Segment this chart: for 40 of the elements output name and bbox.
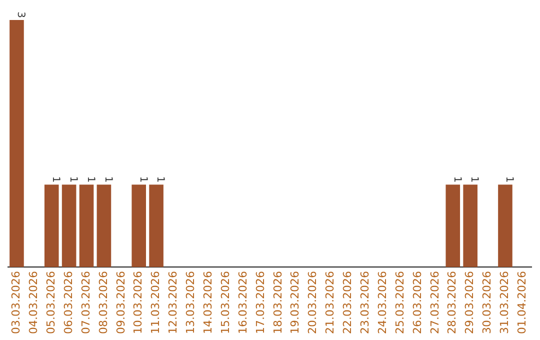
x-tick-label: 23.03.2026 — [358, 271, 372, 334]
x-tick-label: 06.03.2026 — [62, 271, 75, 334]
data-label: 1 — [67, 176, 78, 183]
x-tick-label: 12.03.2026 — [166, 271, 180, 334]
x-tick-label: 17.03.2026 — [254, 271, 267, 334]
x-tick-label: 25.03.2026 — [393, 271, 406, 334]
x-tick-label: 07.03.2026 — [79, 271, 92, 334]
x-tick-label: 16.03.2026 — [236, 271, 250, 334]
x-tick-label: 22.03.2026 — [341, 271, 354, 334]
x-tick-label: 31.03.2026 — [498, 271, 512, 334]
x-tick-label: 04.03.2026 — [27, 271, 40, 334]
x-tick-label: 08.03.2026 — [96, 271, 110, 334]
data-label: 1 — [84, 176, 96, 183]
x-tick-label: 15.03.2026 — [218, 271, 232, 334]
x-tick-label: 01.04.2026 — [516, 271, 529, 334]
x-tick-label: 21.03.2026 — [324, 271, 337, 334]
x-tick-label: 11.03.2026 — [149, 271, 162, 334]
x-tick-label: 29.03.2026 — [463, 271, 476, 334]
x-tick-label: 27.03.2026 — [428, 271, 442, 334]
data-label: 1 — [102, 176, 114, 183]
data-label: 1 — [451, 176, 462, 183]
x-tick-label: 05.03.2026 — [44, 271, 58, 334]
x-tick-label: 19.03.2026 — [288, 271, 302, 334]
data-label: 1 — [137, 176, 148, 183]
x-tick-label: 10.03.2026 — [132, 271, 145, 334]
x-tick-label: 14.03.2026 — [201, 271, 214, 334]
data-label: 1 — [50, 176, 62, 183]
data-label: 1 — [154, 176, 166, 183]
x-tick-label: 28.03.2026 — [446, 271, 459, 334]
x-tick-label: 30.03.2026 — [480, 271, 494, 334]
x-tick-label: 13.03.2026 — [184, 271, 198, 334]
data-label: 3 — [15, 12, 26, 18]
x-tick-label: 18.03.2026 — [271, 271, 284, 334]
x-tick-label: 03.03.2026 — [10, 271, 23, 334]
x-tick-label: 09.03.2026 — [114, 271, 128, 334]
x-tick-label: 24.03.2026 — [376, 271, 389, 334]
data-label: 1 — [504, 176, 515, 183]
x-tick-label: 20.03.2026 — [306, 271, 320, 334]
data-label: 1 — [468, 176, 480, 183]
x-tick-label: 26.03.2026 — [410, 271, 424, 334]
